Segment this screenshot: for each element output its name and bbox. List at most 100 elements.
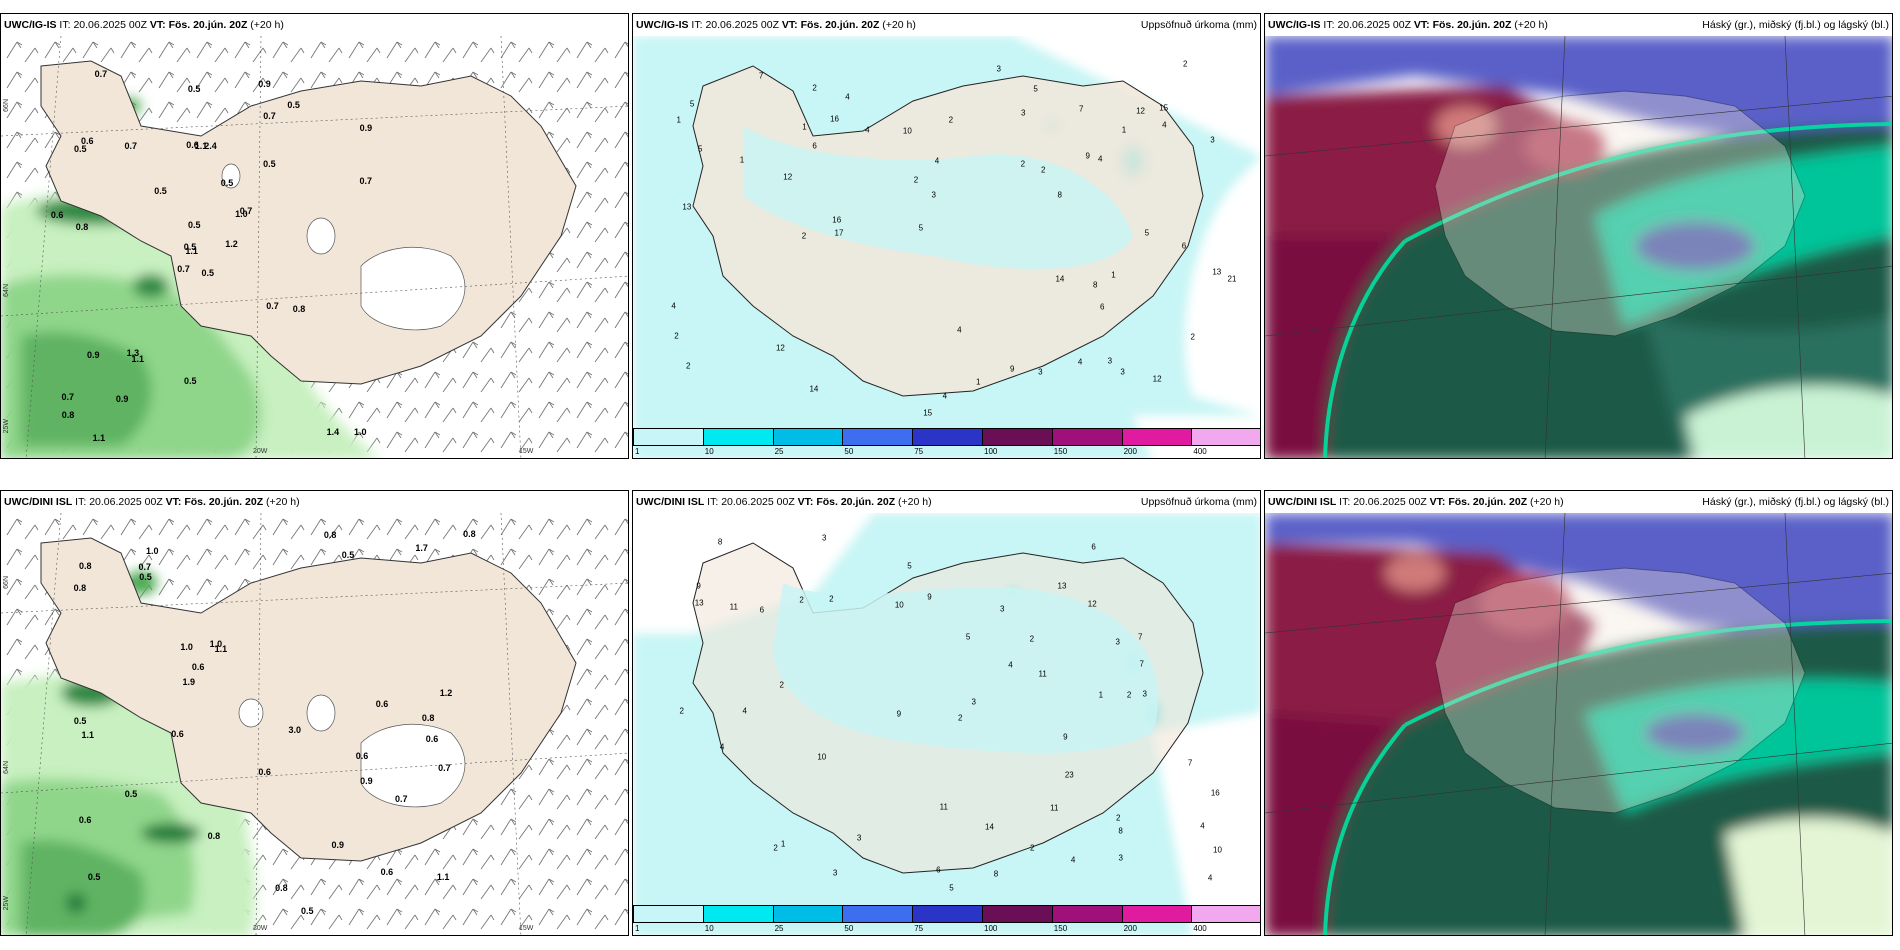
precip-value: 14 <box>809 384 819 394</box>
lat-label: 66N <box>3 99 10 112</box>
precip-value: 11 <box>939 802 948 812</box>
panel-bottom-right-clouds: UWC/DINI ISL IT: 20.06.2025 00Z VT: Fös.… <box>1264 490 1893 936</box>
legend-label: 200 <box>1123 924 1137 933</box>
valid-time-label: VT: <box>1413 19 1430 31</box>
precip-value: 4 <box>742 706 748 716</box>
precip-amount-label: 0.5 <box>187 84 201 95</box>
precip-value: 12 <box>775 343 785 353</box>
precip-value: 3 <box>1038 367 1043 377</box>
precip-amount-label: 1.1 <box>436 871 450 882</box>
precip-value: 6 <box>759 605 765 615</box>
precip-value: 3 <box>1120 367 1125 377</box>
init-time-label: IT: <box>691 19 703 31</box>
precip-amount-label: 1.0 <box>209 639 223 650</box>
cloud-map <box>1265 513 1892 935</box>
precip-value: 2 <box>779 680 784 690</box>
precip-amount-label: 1.7 <box>415 542 428 553</box>
panel-header: UWC/IG-IS IT: 20.06.2025 00Z VT: Fös. 20… <box>1265 14 1892 36</box>
legend-label: 75 <box>914 447 924 456</box>
precip-value: 9 <box>1010 364 1015 374</box>
precip-value: 15 <box>1159 103 1169 113</box>
precip-amount-label: 3.0 <box>288 725 302 736</box>
precip-value: 1 <box>780 839 786 849</box>
precip-value: 23 <box>1064 770 1074 780</box>
precip-value: 5 <box>1144 228 1150 238</box>
precip-value: 6 <box>936 865 941 875</box>
precip-amount-label: 0.7 <box>138 561 151 572</box>
precip-amount-label: 1.1 <box>194 141 208 152</box>
legend-label: 100 <box>984 447 998 456</box>
init-time-label: IT: <box>75 496 87 508</box>
precip-amount-label: 0.7 <box>438 762 451 773</box>
panel-header: UWC/IG-IS IT: 20.06.2025 00Z VT: Fös. 20… <box>633 14 1260 36</box>
precip-value: 2 <box>1020 159 1026 169</box>
lon-label: 25W <box>3 896 10 911</box>
precip-value: 4 <box>1008 660 1013 670</box>
precip-value: 16 <box>832 215 842 225</box>
precip-value: 10 <box>894 600 904 610</box>
lead-time: (+20 h) <box>882 19 916 31</box>
precip-value: 4 <box>671 301 676 311</box>
precip-value: 2 <box>948 115 954 125</box>
legend-label: 150 <box>1053 447 1068 456</box>
panel-header: UWC/DINI ISL IT: 20.06.2025 00Z VT: Fös.… <box>633 491 1260 513</box>
precip-value: 8 <box>1118 826 1123 836</box>
precip-amount-label: 0.6 <box>380 866 394 877</box>
precip-value: 11 <box>1038 669 1047 679</box>
valid-time: Fös. 20.jún. 20Z <box>184 496 264 508</box>
wind-map <box>1 513 628 935</box>
precip-value: 15 <box>923 408 933 418</box>
precip-value: 3 <box>1210 135 1215 145</box>
init-time: 20.06.2025 00Z <box>1337 19 1411 31</box>
lead-time: (+20 h) <box>898 496 932 508</box>
precip-amount-label: 0.5 <box>183 375 197 386</box>
legend-swatch <box>1191 428 1260 446</box>
precip-amount-label: 0.9 <box>258 78 271 89</box>
precip-value: 9 <box>896 709 902 719</box>
precip-value: 6 <box>1100 302 1105 312</box>
valid-time: Fös. 20.jún. 20Z <box>816 496 896 508</box>
precip-value: 1 <box>1098 690 1104 700</box>
precip-value: 2 <box>679 706 684 716</box>
precip-value: 3 <box>856 833 862 843</box>
panel-top-left-wind-precip: UWC/IG-IS IT: 20.06.2025 00Z VT: Fös. 20… <box>0 13 629 459</box>
lat-label: 64N <box>3 284 10 297</box>
precip-value: 4 <box>1070 855 1076 865</box>
precip-value: 2 <box>1029 843 1035 853</box>
legend-swatch <box>912 428 983 446</box>
precip-value: 8 <box>717 537 723 547</box>
precip-amount-label: 0.6 <box>375 698 389 709</box>
precip-value: 5 <box>697 144 703 154</box>
legend-label: 50 <box>844 447 854 456</box>
precip-value: 5 <box>689 99 695 109</box>
precip-amount-label: 1.0 <box>354 427 367 438</box>
cloud-map <box>1265 36 1892 458</box>
precip-amount-label: 0.5 <box>87 871 101 882</box>
precip-amount-label: 0.8 <box>421 713 435 724</box>
legend-label: 200 <box>1123 447 1137 456</box>
precip-value: 4 <box>1098 154 1103 164</box>
panel-bottom-mid-precip: UWC/DINI ISL IT: 20.06.2025 00Z VT: Fös.… <box>632 490 1261 936</box>
precip-amount-label: 0.9 <box>359 122 373 133</box>
precip-value: 1 <box>1111 270 1116 280</box>
panel-header: UWC/DINI ISL IT: 20.06.2025 00Z VT: Fös.… <box>1265 491 1892 513</box>
precip-value: 2 <box>1116 813 1121 823</box>
legend-swatch <box>1121 905 1193 923</box>
precip-value: 13 <box>1212 267 1222 277</box>
precip-value: 11 <box>729 602 738 612</box>
precip-value: 2 <box>801 231 807 241</box>
precip-amount-label: 1.0 <box>146 546 159 557</box>
precip-value: 9 <box>696 581 701 591</box>
precip-value: 1 <box>739 155 745 165</box>
legend-swatch <box>633 428 704 446</box>
precip-amount-label: 1.2 <box>439 688 453 699</box>
precip-amount-label: 0.5 <box>301 906 314 917</box>
precip-amount-label: 0.7 <box>359 175 373 186</box>
precip-value: 5 <box>907 561 912 571</box>
precip-amount-label: 0.7 <box>263 110 276 121</box>
precip-value: 16 <box>1210 788 1220 798</box>
precip-value: 3 <box>999 604 1005 614</box>
precip-value: 1 <box>1121 125 1127 135</box>
precip-value: 12 <box>1087 599 1097 609</box>
precip-value: 4 <box>1207 873 1213 883</box>
